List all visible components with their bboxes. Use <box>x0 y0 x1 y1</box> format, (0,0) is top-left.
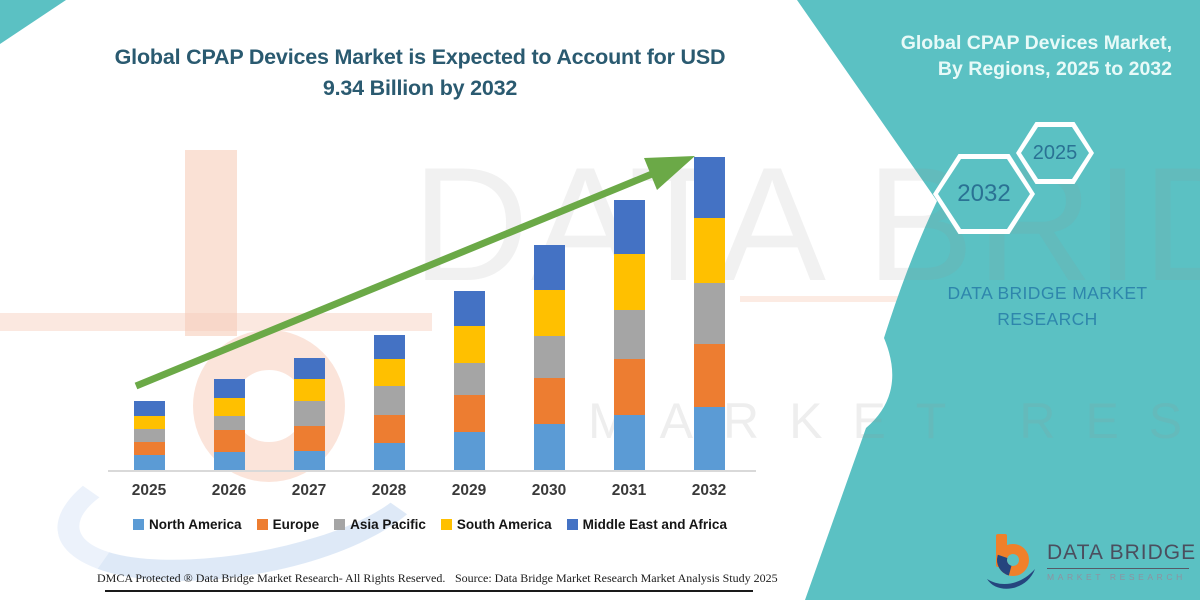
legend-swatch-asia-pacific <box>334 519 346 530</box>
bar-2027-north-america <box>293 450 325 470</box>
legend-item-europe: Europe <box>256 517 320 532</box>
footer-source-text: Source: Data Bridge Market Research Mark… <box>455 571 778 585</box>
bar-2032-europe <box>693 344 725 408</box>
legend: North America Europe Asia Pacific South Ame… <box>100 517 760 532</box>
legend-swatch-europe <box>256 519 268 530</box>
bar-2030-south-america <box>533 289 565 337</box>
bar-2026-asia-pacific <box>213 416 245 431</box>
x-axis-label-2032: 2032 <box>691 482 727 499</box>
bar-2031-north-america <box>613 415 645 470</box>
bar-2030-asia-pacific <box>533 336 565 379</box>
footer-divider-line <box>105 590 753 592</box>
legend-label-middle-east-and-africa: Middle East and Africa <box>582 517 727 532</box>
bar-2029-north-america <box>453 432 485 470</box>
x-axis-label-2025: 2025 <box>131 482 167 499</box>
legend-item-north-america: North America <box>133 517 242 532</box>
x-axis-line <box>108 470 756 472</box>
hexagon-2032-label: 2032 <box>957 180 1011 207</box>
legend-item-south-america: South America <box>440 517 552 532</box>
logo-name-text: DATA BRIDGE <box>1047 541 1197 564</box>
bar-2032-north-america <box>693 407 725 470</box>
bar-2031-europe <box>613 359 645 416</box>
bar-2031-south-america <box>613 253 645 310</box>
x-axis-label-2028: 2028 <box>371 482 407 499</box>
bar-2029-asia-pacific <box>453 363 485 396</box>
bar-2029-europe <box>453 395 485 433</box>
bar-2032-middle-east-and-africa <box>693 157 725 219</box>
legend-swatch-north-america <box>133 519 145 530</box>
bar-2028-middle-east-and-africa <box>373 335 405 360</box>
bar-2032-asia-pacific <box>693 283 725 345</box>
bar-2028-asia-pacific <box>373 385 405 415</box>
data-bridge-logo-icon <box>987 534 1035 589</box>
legend-item-middle-east-and-africa: Middle East and Africa <box>566 517 727 532</box>
bar-2029-middle-east-and-africa <box>453 290 485 326</box>
bar-2030-north-america <box>533 424 565 470</box>
bar-2028-europe <box>373 414 405 444</box>
bar-2027-middle-east-and-africa <box>293 357 325 379</box>
bar-2026-north-america <box>213 451 245 470</box>
bar-2025-europe <box>133 442 165 455</box>
hexagon-2025-label: 2025 <box>1032 141 1078 164</box>
footer-dmca-text: DMCA Protected ® Data Bridge Market Rese… <box>97 571 446 585</box>
legend-item-asia-pacific: Asia Pacific <box>334 517 426 532</box>
side-panel-brand-text: DATA BRIDGE MARKET RESEARCH <box>947 283 1148 330</box>
x-axis-label-2026: 2026 <box>211 482 247 499</box>
bar-2030-middle-east-and-africa <box>533 245 565 290</box>
logo-watermark-band-2 <box>740 296 902 302</box>
legend-label-south-america: South America <box>456 517 552 532</box>
bar-2025-north-america <box>133 454 165 470</box>
bar-2031-asia-pacific <box>613 309 645 360</box>
bar-2031-middle-east-and-africa <box>613 200 645 254</box>
bar-2025-middle-east-and-africa <box>133 401 165 417</box>
bar-2030-europe <box>533 378 565 425</box>
side-panel-title: Global CPAP Devices Market, By Regions, … <box>900 32 1172 81</box>
logo-divider <box>1047 568 1189 569</box>
bar-2029-south-america <box>453 325 485 364</box>
x-axis-label-2031: 2031 <box>611 482 647 499</box>
legend-label-asia-pacific: Asia Pacific <box>350 517 426 532</box>
data-bridge-logo: DATA BRIDGE MARKET RESEARCH <box>985 533 1196 589</box>
trend-arrow <box>134 156 695 390</box>
legend-label-north-america: North America <box>149 517 242 532</box>
x-axis-label-2029: 2029 <box>451 482 487 499</box>
logo-tagline-text: MARKET RESEARCH <box>1047 572 1186 582</box>
legend-label-europe: Europe <box>272 517 320 532</box>
chart-title: Global CPAP Devices Market is Expected t… <box>114 45 726 100</box>
x-axis-label-2027: 2027 <box>291 482 327 499</box>
bar-2025-asia-pacific <box>133 429 165 443</box>
bar-2025-south-america <box>133 416 165 430</box>
bar-2026-europe <box>213 430 245 452</box>
bar-2026-south-america <box>213 398 245 417</box>
x-axis-label-2030: 2030 <box>531 482 567 499</box>
bar-2027-south-america <box>293 378 325 401</box>
bar-2027-asia-pacific <box>293 400 325 427</box>
bar-2028-south-america <box>373 359 405 386</box>
logo-watermark-stem <box>185 150 237 336</box>
bar-2028-north-america <box>373 443 405 470</box>
legend-swatch-middle-east-and-africa <box>566 519 578 530</box>
legend-swatch-south-america <box>440 519 452 530</box>
logo-watermark-band <box>0 313 432 331</box>
bar-2027-europe <box>293 426 325 451</box>
bar-2026-middle-east-and-africa <box>213 379 245 399</box>
bar-2032-south-america <box>693 218 725 284</box>
